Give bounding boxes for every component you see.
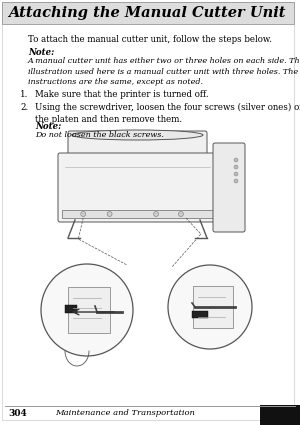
- Text: Make sure that the printer is turned off.: Make sure that the printer is turned off…: [35, 90, 208, 99]
- Circle shape: [41, 264, 133, 356]
- Text: Attaching the Manual Cutter Unit: Attaching the Manual Cutter Unit: [8, 6, 286, 20]
- FancyBboxPatch shape: [192, 311, 208, 318]
- FancyBboxPatch shape: [213, 143, 245, 232]
- Circle shape: [178, 212, 183, 216]
- FancyBboxPatch shape: [2, 2, 294, 24]
- Circle shape: [168, 265, 252, 349]
- Text: 2.: 2.: [20, 103, 28, 112]
- Circle shape: [234, 165, 238, 169]
- FancyBboxPatch shape: [2, 2, 294, 420]
- FancyBboxPatch shape: [65, 305, 77, 313]
- Circle shape: [234, 179, 238, 183]
- FancyBboxPatch shape: [193, 286, 233, 328]
- FancyBboxPatch shape: [58, 153, 217, 222]
- Text: Using the screwdriver, loosen the four screws (silver ones) on
the platen and th: Using the screwdriver, loosen the four s…: [35, 103, 300, 124]
- Text: To attach the manual cutter unit, follow the steps below.: To attach the manual cutter unit, follow…: [28, 35, 272, 44]
- Circle shape: [234, 158, 238, 162]
- Text: 304: 304: [8, 408, 27, 417]
- Text: Note:: Note:: [28, 48, 54, 57]
- Circle shape: [234, 172, 238, 176]
- FancyBboxPatch shape: [260, 405, 300, 425]
- Text: Note:: Note:: [35, 122, 61, 131]
- Circle shape: [107, 212, 112, 216]
- Circle shape: [81, 212, 86, 216]
- Text: 1.: 1.: [20, 90, 28, 99]
- Ellipse shape: [72, 130, 203, 140]
- Text: A manual cutter unit has either two or three holes on each side. The
illustratio: A manual cutter unit has either two or t…: [28, 57, 300, 86]
- FancyBboxPatch shape: [68, 287, 110, 333]
- Circle shape: [154, 212, 159, 216]
- FancyBboxPatch shape: [68, 131, 207, 163]
- Text: Do not loosen the black screws.: Do not loosen the black screws.: [35, 131, 164, 139]
- Text: Maintenance and Transportation: Maintenance and Transportation: [55, 409, 195, 417]
- FancyBboxPatch shape: [62, 210, 213, 218]
